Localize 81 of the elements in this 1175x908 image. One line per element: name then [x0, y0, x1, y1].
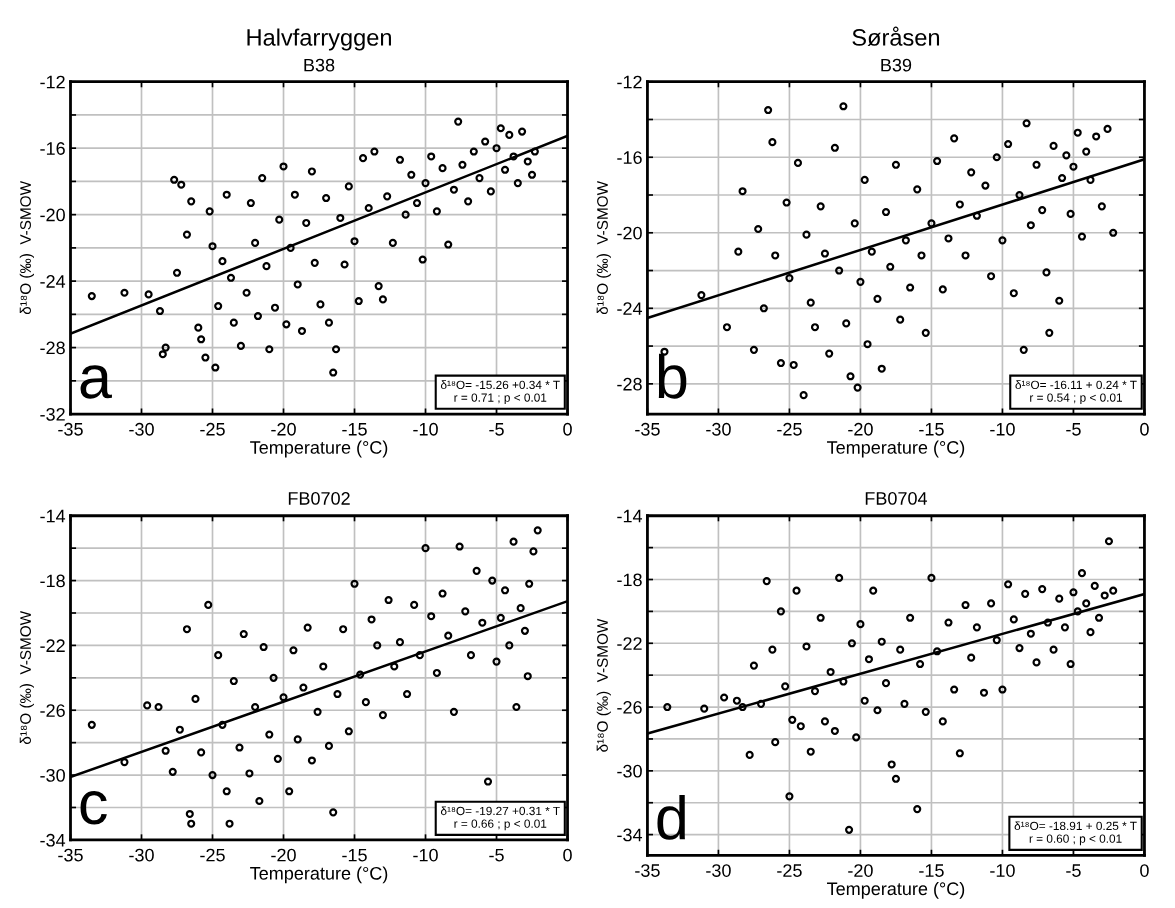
x-tick-label: -35: [58, 848, 83, 862]
annotation: δ¹⁸O= -18.91 + 0.25 * T: [1014, 821, 1137, 831]
y-tick-label: -26: [617, 701, 642, 714]
chart-title: Halvfarryggen: [247, 28, 391, 51]
x-tick-label: -30: [706, 864, 731, 877]
x-tick-label: -25: [200, 848, 225, 862]
y-tick-label: -26: [40, 704, 65, 717]
x-tick-label: -5: [1066, 423, 1081, 436]
y-tick-label: -24: [40, 275, 66, 288]
x-tick-label: -30: [129, 422, 154, 436]
x-tick-label: -15: [919, 423, 944, 436]
x-tick-label: 0: [1140, 864, 1149, 877]
y-tick-label: -22: [617, 637, 642, 650]
y-tick-label: -18: [40, 574, 65, 588]
y-tick-label: -18: [617, 573, 642, 587]
x-tick-label: -20: [848, 864, 873, 877]
x-axis-title: Temperature (°C): [827, 881, 965, 899]
x-tick-label: -20: [271, 848, 296, 862]
annotation: δ¹⁸O= -19.27 +0.31 * T: [440, 806, 560, 816]
y-axis-title: δ¹⁸O (‰) V-SMOW: [19, 610, 34, 745]
annotation: δ¹⁸O= -15.26 +0.34 * T: [440, 380, 560, 390]
x-tick-label: -35: [58, 422, 83, 436]
x-tick-label: -5: [489, 848, 504, 862]
chart-title: FB0704: [865, 492, 928, 505]
x-tick-label: -35: [635, 422, 660, 436]
x-tick-label: -15: [342, 423, 367, 436]
y-tick-label: -14: [40, 509, 66, 523]
annotation: d: [657, 794, 685, 840]
x-tick-label: -10: [990, 422, 1015, 436]
x-tick-label: -5: [1066, 864, 1081, 877]
x-tick-label: -25: [777, 864, 802, 877]
x-tick-label: 0: [1140, 422, 1149, 436]
x-tick-label: -15: [342, 848, 367, 862]
annotation: c: [80, 791, 107, 825]
y-tick-label: -16: [617, 151, 642, 164]
y-tick-label: -28: [617, 377, 642, 391]
y-tick-label: -20: [617, 226, 642, 240]
annotation: b: [658, 353, 687, 399]
x-axis-title: Temperature (°C): [827, 440, 965, 458]
y-tick-label: -30: [40, 769, 65, 782]
x-tick-label: 0: [563, 422, 572, 436]
y-axis-title: δ¹⁸O (‰) V-SMOW: [596, 181, 611, 315]
x-tick-label: -10: [413, 848, 438, 862]
y-tick-label: -12: [617, 75, 642, 89]
x-tick-label: -10: [413, 422, 438, 436]
x-tick-label: -5: [489, 423, 504, 436]
y-tick-label: -32: [40, 407, 65, 421]
y-tick-label: -16: [40, 142, 65, 155]
x-tick-label: -20: [848, 422, 873, 436]
annotation: δ¹⁸O= -16.11 + 0.24 * T: [1015, 380, 1137, 390]
annotation: r = 0.66 ; p < 0.01: [454, 819, 547, 831]
y-tick-label: -34: [40, 833, 66, 847]
chart-title: FB0702: [288, 492, 350, 505]
y-axis-title: δ¹⁸O (‰) V-SMOW: [19, 181, 34, 315]
x-tick-label: -20: [271, 422, 296, 436]
y-tick-label: -20: [40, 208, 65, 222]
annotation: r = 0.71 ; p < 0.01: [454, 393, 547, 405]
y-tick-label: -22: [40, 639, 65, 652]
x-axis-title: Temperature (°C): [250, 866, 388, 884]
chart-subtitle: B38: [304, 58, 335, 72]
y-tick-label: -12: [40, 75, 65, 89]
x-tick-label: -15: [919, 864, 944, 877]
y-tick-label: -28: [40, 341, 65, 355]
y-tick-label: -14: [617, 509, 643, 523]
x-tick-label: -30: [129, 848, 154, 862]
x-tick-label: -35: [635, 864, 660, 877]
x-tick-label: -25: [777, 422, 802, 436]
y-tick-label: -30: [617, 764, 642, 778]
chart-title: Søråsen: [852, 26, 940, 47]
x-axis-title: Temperature (°C): [250, 440, 388, 458]
x-tick-label: -25: [200, 422, 225, 436]
annotation: r = 0.54 ; p < 0.01: [1030, 393, 1123, 405]
y-axis-title: δ¹⁸O (‰) V-SMOW: [596, 618, 611, 752]
x-tick-label: 0: [563, 848, 572, 862]
y-tick-label: -34: [617, 828, 643, 842]
chart-subtitle: B39: [881, 58, 912, 72]
y-tick-label: -24: [617, 302, 643, 315]
annotation: a: [80, 365, 112, 399]
x-tick-label: -10: [990, 864, 1015, 877]
x-tick-label: -30: [706, 422, 731, 436]
annotation: r = 0.60 ; p < 0.01: [1029, 834, 1122, 846]
